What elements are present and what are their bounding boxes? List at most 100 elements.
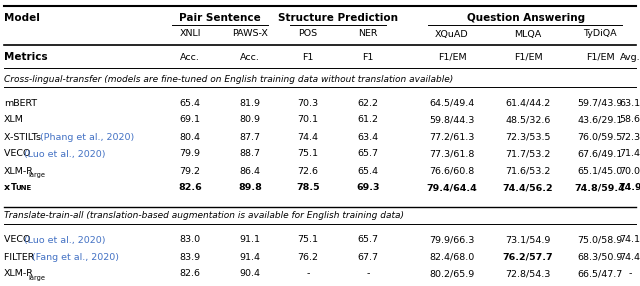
Text: 82.6: 82.6: [179, 269, 200, 279]
Text: 87.7: 87.7: [239, 132, 260, 142]
Text: 83.9: 83.9: [179, 253, 200, 261]
Text: (Luo et al., 2020): (Luo et al., 2020): [24, 235, 106, 245]
Text: UNE: UNE: [15, 185, 31, 191]
Text: Acc.: Acc.: [180, 53, 200, 61]
Text: 63.1: 63.1: [620, 98, 640, 108]
Text: Avg.: Avg.: [620, 53, 640, 61]
Text: (Phang et al., 2020): (Phang et al., 2020): [40, 132, 134, 142]
Text: 72.6: 72.6: [298, 166, 319, 176]
Text: FILTER: FILTER: [4, 253, 37, 261]
Text: 75.1: 75.1: [298, 150, 319, 158]
Text: 72.8/54.3: 72.8/54.3: [506, 269, 550, 279]
Text: Acc.: Acc.: [240, 53, 260, 61]
Text: 80.9: 80.9: [239, 116, 260, 124]
Text: 64.5/49.4: 64.5/49.4: [429, 98, 475, 108]
Text: 79.9/66.3: 79.9/66.3: [429, 235, 475, 245]
Text: F1/EM: F1/EM: [514, 53, 542, 61]
Text: 82.6: 82.6: [178, 184, 202, 192]
Text: 72.3/53.5: 72.3/53.5: [505, 132, 551, 142]
Text: F1: F1: [302, 53, 314, 61]
Text: 89.8: 89.8: [238, 184, 262, 192]
Text: 73.1/54.9: 73.1/54.9: [506, 235, 550, 245]
Text: mBERT: mBERT: [4, 98, 37, 108]
Text: 81.9: 81.9: [239, 98, 260, 108]
Text: 65.4: 65.4: [358, 166, 378, 176]
Text: 63.4: 63.4: [357, 132, 379, 142]
Text: F1: F1: [362, 53, 374, 61]
Text: XQuAD: XQuAD: [435, 29, 469, 39]
Text: 69.1: 69.1: [179, 116, 200, 124]
Text: 91.1: 91.1: [239, 235, 260, 245]
Text: x: x: [4, 184, 10, 192]
Text: 62.2: 62.2: [358, 98, 378, 108]
Text: 66.5/47.7: 66.5/47.7: [577, 269, 623, 279]
Text: 58.6: 58.6: [620, 116, 640, 124]
Text: 59.8/44.3: 59.8/44.3: [429, 116, 475, 124]
Text: 71.4: 71.4: [620, 150, 640, 158]
Text: 79.4/64.4: 79.4/64.4: [427, 184, 477, 192]
Text: 88.7: 88.7: [239, 150, 260, 158]
Text: 80.2/65.9: 80.2/65.9: [429, 269, 475, 279]
Text: 61.4/44.2: 61.4/44.2: [506, 98, 550, 108]
Text: 61.2: 61.2: [358, 116, 378, 124]
Text: 90.4: 90.4: [239, 269, 260, 279]
Text: XLM-R: XLM-R: [4, 269, 34, 279]
Text: 65.4: 65.4: [179, 98, 200, 108]
Text: 80.4: 80.4: [179, 132, 200, 142]
Text: 74.4: 74.4: [298, 132, 319, 142]
Text: 65.7: 65.7: [358, 150, 378, 158]
Text: 74.8/59.4: 74.8/59.4: [575, 184, 625, 192]
Text: 76.2/57.7: 76.2/57.7: [502, 253, 554, 261]
Text: 78.5: 78.5: [296, 184, 320, 192]
Text: 74.4/56.2: 74.4/56.2: [502, 184, 554, 192]
Text: 79.2: 79.2: [179, 166, 200, 176]
Text: Translate-train-all (translation-based augmentation is available for English tra: Translate-train-all (translation-based a…: [4, 212, 404, 221]
Text: 65.7: 65.7: [358, 235, 378, 245]
Text: VECO: VECO: [4, 235, 33, 245]
Text: X-STILTs: X-STILTs: [4, 132, 44, 142]
Text: 71.6/53.2: 71.6/53.2: [506, 166, 550, 176]
Text: 77.3/61.8: 77.3/61.8: [429, 150, 475, 158]
Text: 74.1: 74.1: [620, 235, 640, 245]
Text: VECO: VECO: [4, 150, 33, 158]
Text: 82.4/68.0: 82.4/68.0: [429, 253, 475, 261]
Text: 70.0: 70.0: [620, 166, 640, 176]
Text: 76.0/59.5: 76.0/59.5: [577, 132, 623, 142]
Text: 69.3: 69.3: [356, 184, 380, 192]
Text: XLM-R: XLM-R: [4, 166, 34, 176]
Text: 59.7/43.9: 59.7/43.9: [577, 98, 623, 108]
Text: 77.2/61.3: 77.2/61.3: [429, 132, 475, 142]
Text: 68.3/50.9: 68.3/50.9: [577, 253, 623, 261]
Text: 76.6/60.8: 76.6/60.8: [429, 166, 475, 176]
Text: Cross-lingual-transfer (models are fine-tuned on English training data without t: Cross-lingual-transfer (models are fine-…: [4, 74, 453, 84]
Text: 71.7/53.2: 71.7/53.2: [506, 150, 550, 158]
Text: F1/EM: F1/EM: [438, 53, 467, 61]
Text: NER: NER: [358, 29, 378, 39]
Text: 70.3: 70.3: [298, 98, 319, 108]
Text: 70.1: 70.1: [298, 116, 319, 124]
Text: -: -: [366, 269, 370, 279]
Text: Question Answering: Question Answering: [467, 13, 585, 23]
Text: XLM: XLM: [4, 116, 24, 124]
Text: 79.9: 79.9: [179, 150, 200, 158]
Text: -: -: [628, 269, 632, 279]
Text: MLQA: MLQA: [515, 29, 541, 39]
Text: Pair Sentence: Pair Sentence: [179, 13, 261, 23]
Text: 67.7: 67.7: [358, 253, 378, 261]
Text: XNLI: XNLI: [179, 29, 201, 39]
Text: 76.2: 76.2: [298, 253, 319, 261]
Text: large: large: [28, 275, 45, 281]
Text: 91.4: 91.4: [239, 253, 260, 261]
Text: 48.5/32.6: 48.5/32.6: [506, 116, 550, 124]
Text: F1/EM: F1/EM: [586, 53, 614, 61]
Text: TyDiQA: TyDiQA: [583, 29, 617, 39]
Text: (Fang et al., 2020): (Fang et al., 2020): [32, 253, 119, 261]
Text: (Luo et al., 2020): (Luo et al., 2020): [24, 150, 106, 158]
Text: 65.1/45.0: 65.1/45.0: [577, 166, 623, 176]
Text: 74.9: 74.9: [618, 184, 640, 192]
Text: 75.0/58.9: 75.0/58.9: [577, 235, 623, 245]
Text: Structure Prediction: Structure Prediction: [278, 13, 398, 23]
Text: -: -: [307, 269, 310, 279]
Text: 72.3: 72.3: [620, 132, 640, 142]
Text: 43.6/29.1: 43.6/29.1: [577, 116, 623, 124]
